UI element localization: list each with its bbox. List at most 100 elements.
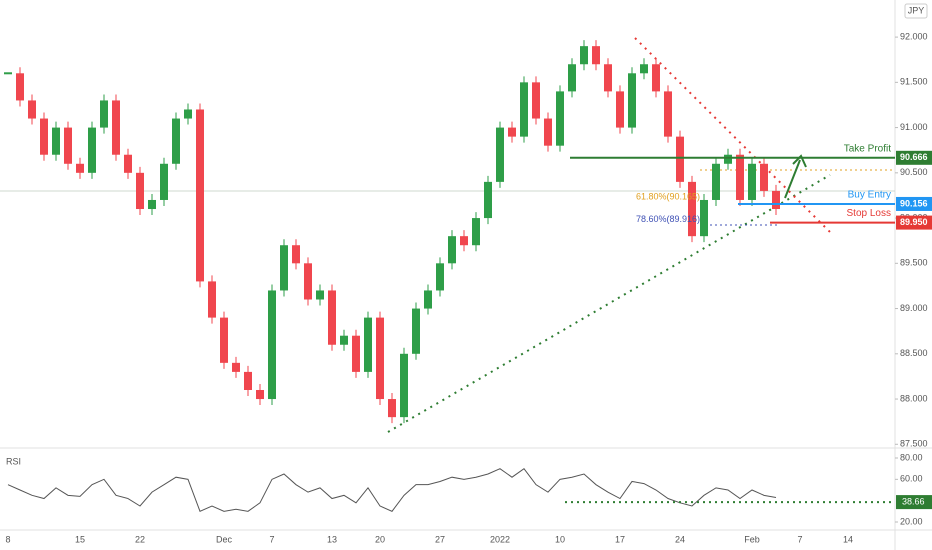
candle [460,236,468,246]
candle [412,308,420,354]
candle [184,109,192,119]
x-tick-label: Feb [744,534,760,544]
candle [604,64,612,92]
x-tick-label: 20 [375,534,385,544]
candle [40,118,48,155]
candle [640,64,648,74]
candle [592,46,600,65]
price-tag-label: 90.666 [900,152,928,162]
candle [352,335,360,372]
candle [220,317,228,363]
indicator-title: RSI [6,456,21,466]
y-tick-label: 89.000 [900,303,928,313]
candle [328,290,336,345]
price-tag [896,150,932,165]
candle [16,73,24,101]
candle [712,163,720,200]
y-tick-label: 91.000 [900,122,928,132]
candle [400,353,408,418]
candle [112,100,120,155]
candle [448,236,456,264]
candle [208,281,216,318]
price-tag [896,495,932,510]
candle [760,163,768,191]
candle [424,290,432,309]
currency-box [904,3,928,19]
arrow [784,159,801,199]
y-tick-label: 90.500 [900,167,928,177]
candle [268,290,276,400]
y-tick-label: 89.500 [900,258,928,268]
candle [172,118,180,164]
y-tick-label: 88.000 [900,393,928,403]
candle [580,46,588,65]
x-tick-label: 7 [269,534,274,544]
x-tick-label: 15 [75,534,85,544]
fib-label: 61.80%(90.165) [636,192,700,202]
y-tick-label: 91.500 [900,77,928,87]
y-tick-label: 88.500 [900,348,928,358]
x-tick-label: 17 [615,534,625,544]
rsi-line [7,467,777,513]
rsi-level-label: 38.66 [902,496,925,506]
price-tag [896,196,932,211]
rsi-tick-label: 60.00 [900,474,923,484]
candle [520,82,528,137]
candle [484,181,492,219]
x-tick-label: Dec [216,534,233,544]
level-name: Buy Entry [848,190,891,201]
candle [364,317,372,372]
rsi-tick-label: 20.00 [900,516,923,526]
candle [772,190,780,210]
x-tick-label: 24 [675,534,685,544]
candle [616,91,624,128]
level-name: Stop Loss [847,208,891,219]
candle [316,290,324,300]
candle [676,136,684,182]
candle [148,199,156,210]
candle [472,218,480,246]
price-tag-label: 90.156 [900,198,928,208]
candle [88,127,96,173]
candle [376,317,384,400]
x-tick-label: 8 [5,534,10,544]
candle [100,100,108,128]
y-tick-label: 92.000 [900,31,928,41]
candle [256,389,264,400]
currency-label: JPY [908,5,925,15]
candle [508,127,516,137]
candle [280,245,288,291]
candle [736,154,744,200]
candle [496,127,504,182]
candle [544,118,552,146]
x-tick-label: 10 [555,534,565,544]
support-trendline [387,174,831,433]
candle [244,371,252,390]
candle [52,127,60,155]
candle [688,181,696,237]
candle [232,362,240,372]
candle [700,199,708,237]
candle [124,154,132,173]
candle [664,91,672,137]
candle [568,64,576,92]
arrow-head [792,154,807,168]
candle [556,91,564,146]
candle [4,72,12,75]
candle [724,154,732,164]
candle [136,172,144,210]
candle [304,263,312,300]
y-tick-label: 87.500 [900,439,928,449]
candle [388,399,396,418]
candle [28,100,36,119]
x-tick-label: 22 [135,534,145,544]
candle [64,127,72,164]
x-tick-label: 13 [327,534,337,544]
price-tag [896,215,932,230]
level-name: Take Profit [844,143,891,154]
candle [652,64,660,92]
candle [532,82,540,119]
candle [628,73,636,128]
